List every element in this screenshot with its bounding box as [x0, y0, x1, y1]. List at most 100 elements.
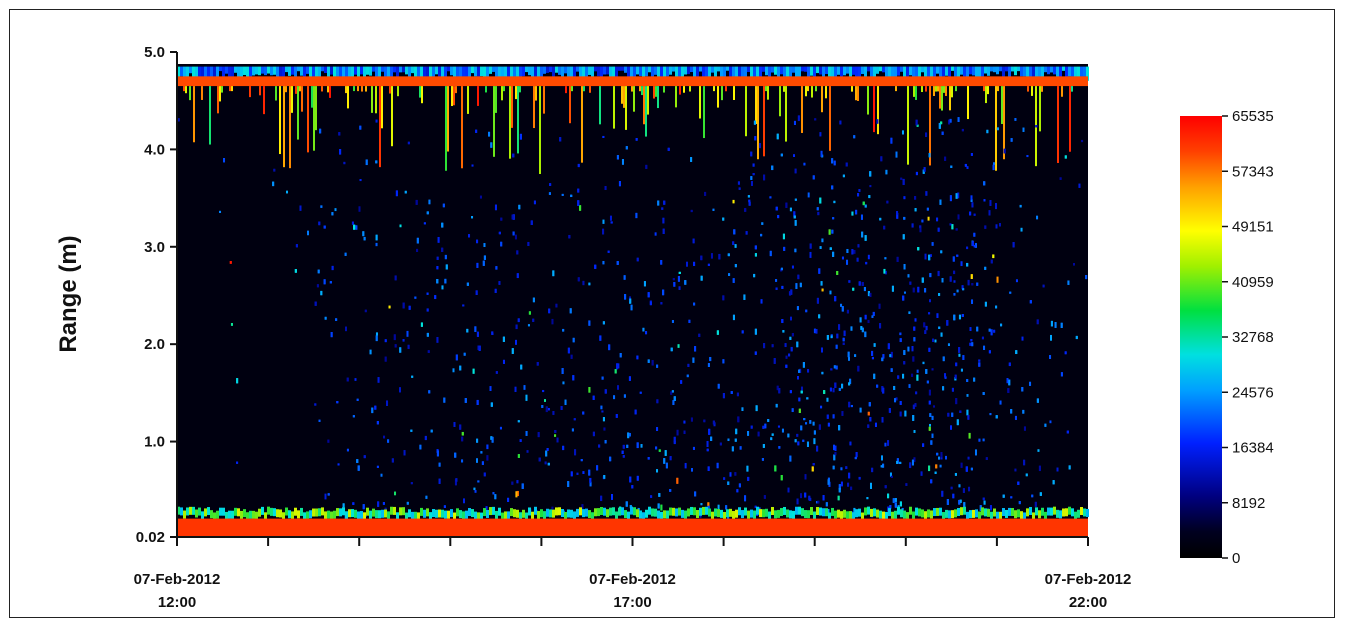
heat-cell — [499, 426, 502, 430]
heat-cell — [577, 163, 580, 168]
heat-cell — [329, 86, 331, 98]
heat-cell — [1075, 335, 1078, 340]
heat-cell — [871, 315, 874, 318]
heat-cell — [357, 511, 360, 520]
heat-cell — [717, 504, 720, 511]
heat-cell — [673, 281, 676, 287]
heat-cell — [794, 168, 797, 174]
heat-cell — [183, 510, 186, 519]
heat-cell — [1041, 86, 1043, 92]
heat-cell — [597, 508, 600, 517]
heat-cell — [827, 508, 830, 515]
heat-cell — [709, 356, 712, 362]
heat-cell — [828, 512, 831, 521]
heat-cell — [209, 86, 211, 145]
heat-cell — [636, 257, 639, 262]
heat-cell — [963, 502, 966, 508]
heat-cell — [769, 196, 772, 199]
heat-cell — [853, 250, 856, 254]
heat-cell — [979, 505, 982, 511]
heat-cell — [793, 154, 796, 157]
heat-cell — [708, 508, 711, 517]
heat-cell — [565, 86, 567, 94]
heat-cell — [669, 456, 672, 461]
heat-cell — [416, 237, 419, 244]
heat-cell — [1038, 66, 1041, 80]
heat-cell — [907, 274, 910, 278]
heat-cell — [338, 132, 341, 136]
heat-cell — [693, 66, 696, 83]
heat-cell — [914, 196, 917, 200]
heat-cell — [397, 86, 399, 97]
heat-cell — [906, 66, 909, 78]
heat-cell — [944, 376, 947, 379]
heat-cell — [647, 359, 650, 363]
heat-cell — [621, 507, 624, 516]
heat-cell — [981, 336, 984, 340]
heat-cell — [842, 174, 845, 178]
heat-cell — [972, 509, 975, 518]
heat-cell — [848, 280, 851, 283]
heat-cell — [784, 343, 787, 348]
heat-cell — [629, 476, 632, 483]
heat-cell — [1044, 511, 1047, 520]
colorbar-tick-label: 57343 — [1232, 163, 1274, 180]
heat-cell — [498, 281, 501, 285]
heat-cell — [817, 211, 820, 216]
heat-cell — [386, 400, 389, 406]
heat-cell — [867, 290, 870, 297]
heat-cell — [956, 254, 959, 257]
heat-cell — [396, 66, 399, 82]
heat-cell — [921, 219, 924, 223]
heat-cell — [790, 346, 793, 352]
heat-cell — [931, 415, 934, 420]
heat-cell — [738, 483, 741, 488]
heat-cell — [924, 288, 927, 293]
heat-cell — [511, 214, 514, 220]
heat-cell — [988, 210, 991, 216]
heat-cell — [346, 448, 349, 452]
heat-cell — [717, 86, 719, 108]
heat-cell — [995, 203, 998, 210]
heat-cell — [982, 497, 985, 501]
heat-cell — [471, 509, 474, 518]
heat-cell — [600, 66, 603, 78]
heat-cell — [183, 86, 185, 92]
heat-cell — [744, 208, 747, 212]
heat-cell — [662, 228, 665, 234]
heat-cell — [672, 400, 675, 405]
colorbar-tick-label: 40959 — [1232, 274, 1274, 291]
heat-cell — [758, 143, 761, 149]
heat-cell — [948, 510, 951, 519]
heat-cell — [957, 508, 960, 517]
heat-cell — [426, 211, 429, 215]
heat-cell — [592, 395, 595, 400]
heat-cell — [971, 299, 974, 304]
heat-cell — [860, 326, 863, 330]
heat-cell — [857, 192, 860, 197]
heat-cell — [899, 461, 902, 464]
heat-cell — [562, 445, 565, 451]
heat-cell — [840, 467, 843, 471]
heat-cell — [387, 511, 390, 520]
heat-cell — [918, 66, 921, 78]
heat-cell — [854, 456, 857, 460]
heat-cell — [941, 86, 943, 111]
heat-cell — [725, 86, 727, 92]
heat-cell — [798, 506, 801, 515]
heat-cell — [443, 505, 446, 508]
heat-cell — [389, 86, 391, 94]
heat-cell — [899, 400, 902, 405]
heat-cell — [776, 133, 779, 140]
heat-cell — [723, 512, 726, 521]
heat-cell — [527, 324, 530, 327]
heat-cell — [436, 256, 439, 260]
heat-cell — [564, 66, 567, 74]
heat-cell — [903, 510, 906, 519]
y-tick-label: 0.02 — [136, 529, 165, 546]
heat-cell — [739, 446, 742, 450]
heat-cell — [873, 343, 876, 347]
heat-cell — [785, 355, 788, 359]
heat-cell — [951, 66, 954, 71]
heat-cell — [1020, 227, 1023, 232]
